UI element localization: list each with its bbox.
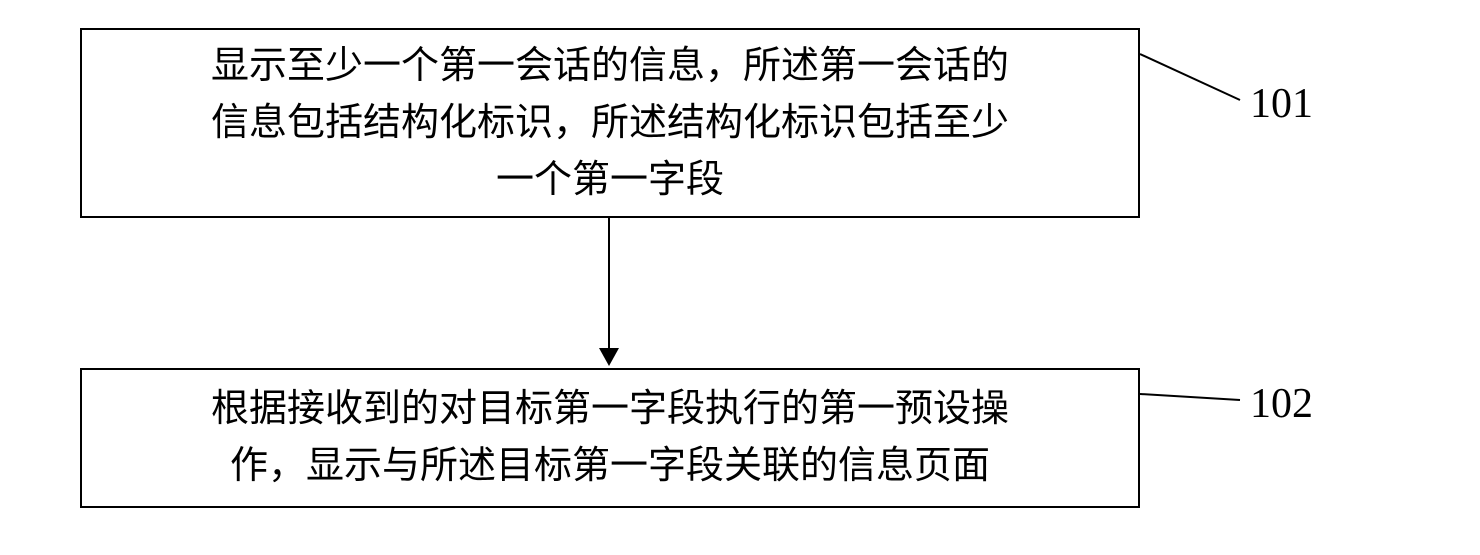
arrow-1-to-2 (608, 218, 610, 350)
step-1-label: 101 (1250, 80, 1313, 128)
connector-1 (1140, 50, 1250, 110)
step-2-text: 根据接收到的对目标第一字段执行的第一预设操作，显示与所述目标第一字段关联的信息页… (211, 381, 1009, 495)
flowchart-step-2: 根据接收到的对目标第一字段执行的第一预设操作，显示与所述目标第一字段关联的信息页… (80, 368, 1140, 508)
connector-2 (1140, 390, 1250, 410)
flowchart-step-1: 显示至少一个第一会话的信息，所述第一会话的信息包括结构化标识，所述结构化标识包括… (80, 28, 1140, 218)
step-2-label: 102 (1250, 380, 1313, 428)
arrow-head-1 (599, 348, 619, 366)
step-1-text: 显示至少一个第一会话的信息，所述第一会话的信息包括结构化标识，所述结构化标识包括… (211, 38, 1009, 209)
